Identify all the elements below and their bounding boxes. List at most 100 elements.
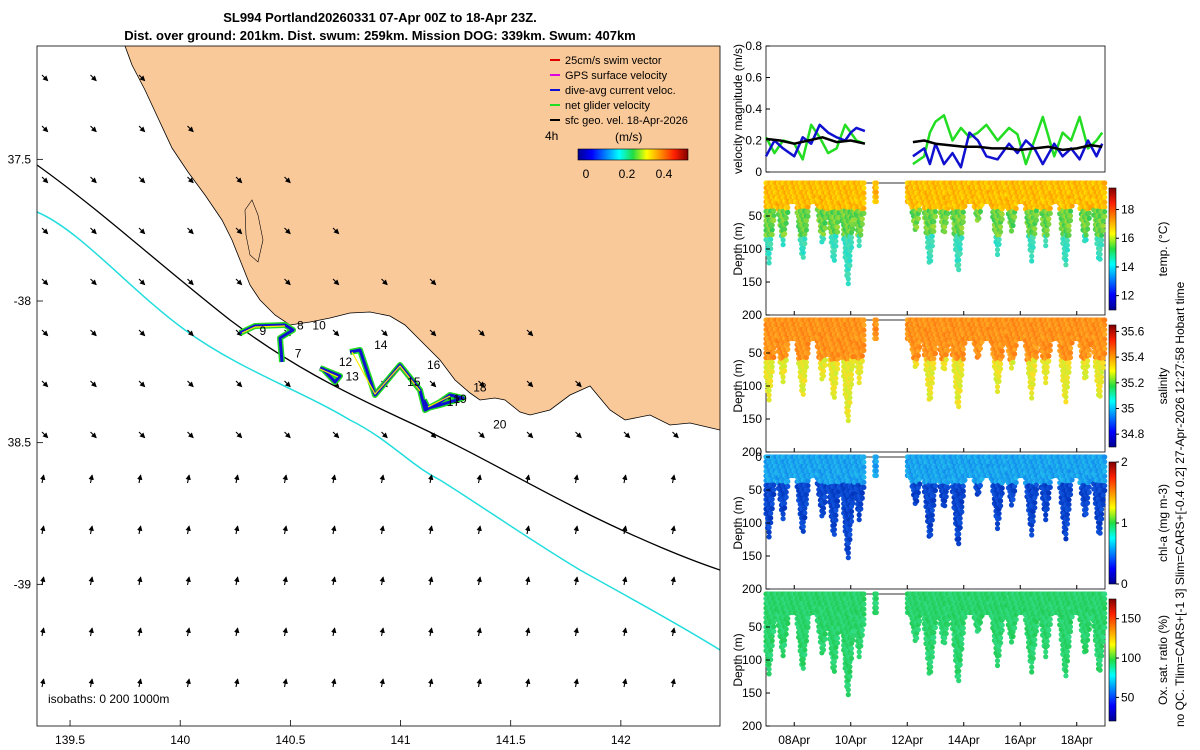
section-data-point [847, 399, 853, 406]
section-data-point [800, 387, 806, 393]
waypoint-label: 20 [493, 418, 507, 432]
section-data-point [943, 220, 949, 226]
velocity-vector [622, 627, 628, 637]
glider-track [238, 322, 466, 413]
section-data-point [803, 218, 810, 224]
section-data-point [803, 222, 810, 228]
section-data-point [847, 253, 853, 259]
section-data-point [834, 229, 841, 235]
section-data-point [1043, 238, 1049, 244]
section-data-point [957, 251, 963, 257]
section-data-point [1102, 341, 1108, 347]
section-data-point [873, 454, 879, 460]
section-data-point [785, 341, 791, 348]
section-data-point [1033, 217, 1039, 223]
section-data-point [956, 267, 962, 273]
velocity-vector [235, 278, 243, 286]
section-data-point [782, 368, 788, 374]
legend-item-label: dive-avg current veloc. [565, 85, 676, 97]
velocity-vector [187, 380, 194, 388]
section-data-point [769, 232, 775, 238]
velocity-vector [381, 431, 388, 439]
section-data-point [858, 227, 864, 233]
section-data-point [845, 408, 851, 414]
section-data-point [1029, 395, 1035, 401]
section-data-point [803, 364, 810, 370]
velocity-vector [138, 74, 146, 82]
velocity-vector [476, 576, 482, 586]
waypoint-label: 10 [312, 318, 326, 332]
section-data-point [800, 524, 806, 530]
waypoint-label: 15 [407, 375, 421, 389]
section-data-point [820, 505, 827, 511]
velocity-vector [185, 678, 191, 688]
velocity-vector [576, 730, 578, 738]
section-data-point [1102, 331, 1108, 337]
section-data-point [847, 390, 853, 396]
section-data-point [1033, 212, 1039, 219]
section-data-point [873, 185, 879, 191]
velocity-vector [41, 380, 49, 388]
velocity-vector [41, 125, 49, 133]
section-data-point [847, 532, 853, 538]
isobath-1000 [37, 211, 720, 651]
section-data-point [928, 248, 934, 254]
velocity-vector [88, 525, 94, 535]
waypoint-label: 8 [297, 318, 304, 332]
waypoint-label: 16 [427, 358, 441, 372]
section-data-point [861, 454, 867, 460]
section-data-point [960, 209, 966, 215]
waypoint-label: 7 [295, 347, 302, 361]
velocity-vector [90, 380, 97, 388]
section-data-point [931, 493, 937, 499]
section-data-point [960, 483, 966, 489]
section-data-point [1013, 205, 1019, 212]
section-data-point [929, 375, 935, 381]
section-data-point [998, 224, 1004, 230]
section-data-point [873, 317, 879, 323]
velocity-vector [41, 227, 49, 235]
section-data-point [998, 361, 1004, 367]
section-ylabel: Depth (m) [731, 222, 745, 275]
section-data-point [943, 352, 949, 358]
velocity-vector [284, 227, 291, 235]
section-data-point [1100, 365, 1106, 371]
section-data-point [945, 342, 951, 348]
velocity-vector [90, 125, 97, 133]
velocity-vector [282, 678, 288, 688]
section-data-point [1097, 388, 1103, 394]
section-data-point [1032, 231, 1038, 237]
section-data-point [1063, 389, 1069, 395]
section-data-point [999, 216, 1005, 222]
section-data-point [917, 344, 923, 350]
velocity-vector [282, 474, 288, 484]
colorbar-tick-label: 14 [1121, 260, 1135, 274]
velocity-ytick-label: 0.8 [745, 39, 762, 53]
section-data-point [998, 229, 1004, 235]
velocity-vector [138, 380, 146, 388]
velocity-vector [41, 278, 49, 286]
track-swim [241, 325, 451, 408]
section-data-point [1100, 360, 1106, 366]
map-ytick-label: -38 [14, 294, 32, 308]
section-data-point [1012, 351, 1018, 357]
section-data-point [848, 239, 855, 245]
section-data-point [1066, 369, 1072, 375]
section-data-point [780, 379, 786, 385]
section-data-point [783, 215, 789, 221]
section-data-point [945, 347, 951, 354]
velocity-vector [332, 431, 340, 439]
velocity-vector [138, 278, 146, 286]
velocity-vector [234, 576, 240, 586]
section-data-point [932, 487, 939, 494]
section-data-point [1069, 203, 1075, 209]
section-data-point [834, 366, 841, 372]
section-data-point [1100, 223, 1106, 229]
section-data-point [914, 498, 920, 504]
section-data-point [1102, 194, 1108, 200]
section-data-point [858, 369, 864, 375]
section-data-point [802, 510, 808, 516]
section-data-point [848, 381, 855, 387]
